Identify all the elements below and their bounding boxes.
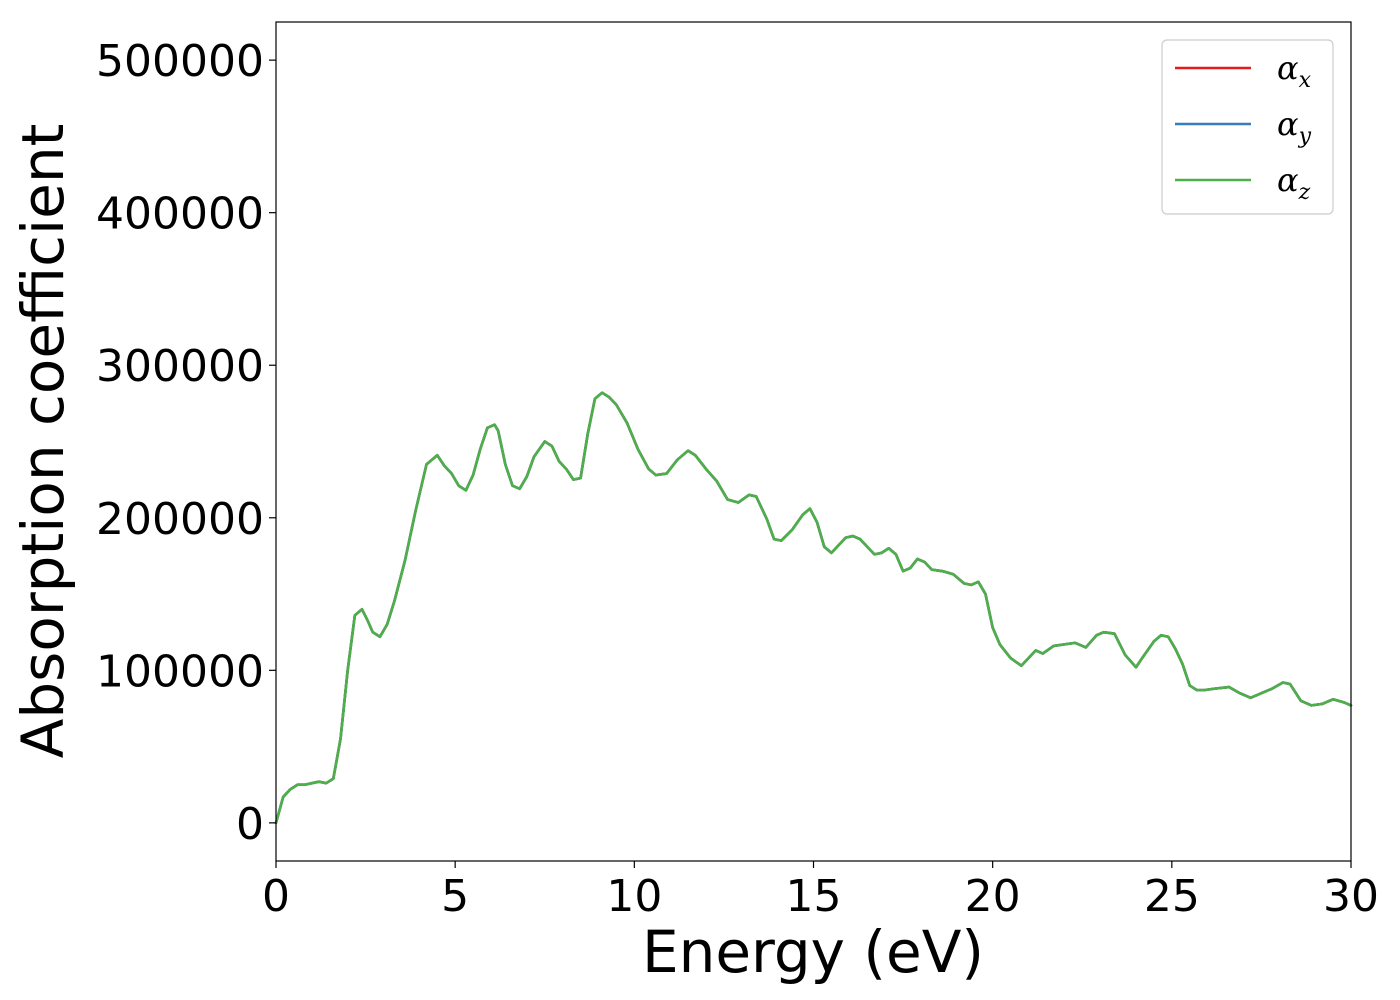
series-line-3: [274, 391, 1353, 825]
y-tick-label: 200000: [96, 494, 264, 545]
y-axis-title: Absorption coefficient: [9, 124, 77, 759]
x-tick-label: 10: [606, 871, 662, 922]
y-axis-ticks: 0 100000 200000 300000 400000 500000: [96, 36, 276, 850]
legend: αx αy αz: [1161, 39, 1334, 215]
x-tick-label: 0: [262, 871, 290, 922]
y-tick-label: 400000: [96, 189, 264, 240]
y-tick-label: 0: [236, 799, 264, 850]
x-tick-label: 5: [441, 871, 469, 922]
y-tick-label: 100000: [96, 646, 264, 697]
legend-box: [1161, 39, 1334, 215]
legend-label-x: αx: [1277, 49, 1312, 93]
x-tick-label: 15: [786, 871, 842, 922]
y-tick-label: 500000: [96, 36, 264, 87]
x-tick-label: 20: [965, 871, 1021, 922]
legend-label-z: αz: [1277, 161, 1311, 205]
x-axis-ticks: 0 5 10 15 20 25 30: [262, 861, 1379, 922]
x-tick-label: 25: [1144, 871, 1200, 922]
y-tick-label: 300000: [96, 341, 264, 392]
legend-items: αx αy αz: [1175, 49, 1312, 205]
legend-label-y: αy: [1277, 105, 1312, 149]
x-tick-label: 30: [1323, 871, 1379, 922]
plot-lines: [274, 391, 1353, 825]
x-axis-title: Energy (eV): [642, 918, 984, 986]
